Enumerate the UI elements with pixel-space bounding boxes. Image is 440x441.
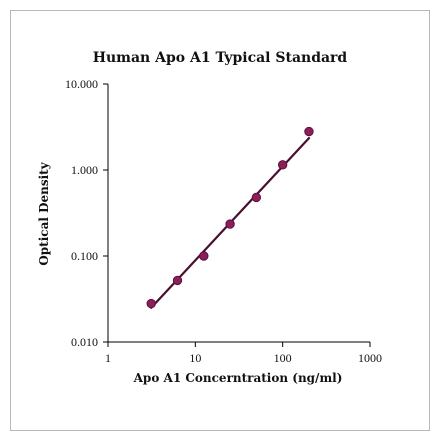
- y-tick-label: 10.000: [65, 77, 98, 91]
- data-point: [225, 219, 235, 229]
- y-tick-label: 1.000: [71, 163, 98, 177]
- chart-frame: [10, 10, 430, 431]
- x-tick-label: 10: [189, 351, 201, 365]
- x-tick-label: 1000: [358, 351, 382, 365]
- data-point: [251, 192, 262, 203]
- x-axis-title: Apo A1 Concerntration (ng/ml): [133, 371, 343, 385]
- data-point: [146, 298, 156, 309]
- x-tick-label: 1: [105, 351, 111, 365]
- y-axis-title: Optical Density: [37, 161, 51, 265]
- data-point: [172, 275, 183, 286]
- y-tick-label: 0.010: [71, 335, 98, 349]
- chart-title: Human Apo A1 Typical Standard: [93, 50, 348, 66]
- data-point: [277, 160, 288, 170]
- data-point: [199, 251, 209, 261]
- data-point: [304, 126, 314, 137]
- x-tick-label: 100: [274, 351, 292, 365]
- y-tick-label: 0.100: [71, 249, 98, 263]
